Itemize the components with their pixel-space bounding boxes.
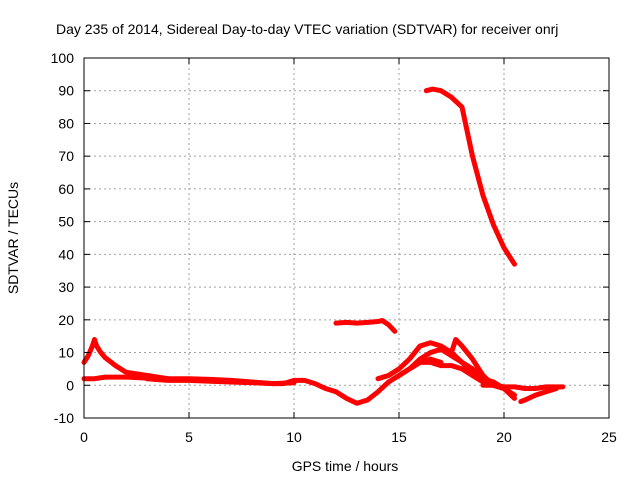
x-tick-label: 0 [80, 429, 88, 445]
y-axis-title: SDTVAR / TECUs [5, 182, 21, 294]
y-tick-label: 90 [58, 83, 74, 99]
series-line-s11 [518, 386, 559, 405]
x-axis-title: GPS time / hours [292, 458, 399, 474]
y-tick-label: 10 [58, 345, 74, 361]
x-tick-label: 25 [601, 429, 617, 445]
y-tick-label: 40 [58, 246, 74, 262]
series-line-s5 [423, 86, 517, 267]
y-tick-label: 100 [51, 50, 75, 66]
series-line-s1 [81, 337, 171, 382]
chart-title: Day 235 of 2014, Sidereal Day-to-day VTE… [56, 21, 558, 37]
tick-labels: 0 5 10 15 20 25 -10 0 10 20 30 40 50 60 70 80 90 100 [51, 50, 617, 445]
y-tick-label: -10 [54, 410, 74, 426]
y-tick-label: 0 [66, 377, 74, 393]
y-tick-label: 20 [58, 312, 74, 328]
x-tick-label: 5 [185, 429, 193, 445]
x-tick-label: 15 [391, 429, 407, 445]
x-tick-label: 10 [286, 429, 302, 445]
grid [84, 58, 609, 418]
y-tick-label: 70 [58, 148, 74, 164]
y-tick-label: 80 [58, 115, 74, 131]
ticks [83, 57, 610, 419]
y-tick-label: 30 [58, 279, 74, 295]
series-layer [81, 86, 566, 406]
series-line-s3 [144, 376, 297, 387]
series-line-s4 [333, 318, 398, 334]
series-line-s10 [480, 382, 566, 391]
y-tick-label: 60 [58, 181, 74, 197]
x-tick-label: 20 [496, 429, 512, 445]
series-line-s8 [407, 359, 517, 401]
y-tick-label: 50 [58, 214, 74, 230]
plot-frame [83, 57, 610, 419]
